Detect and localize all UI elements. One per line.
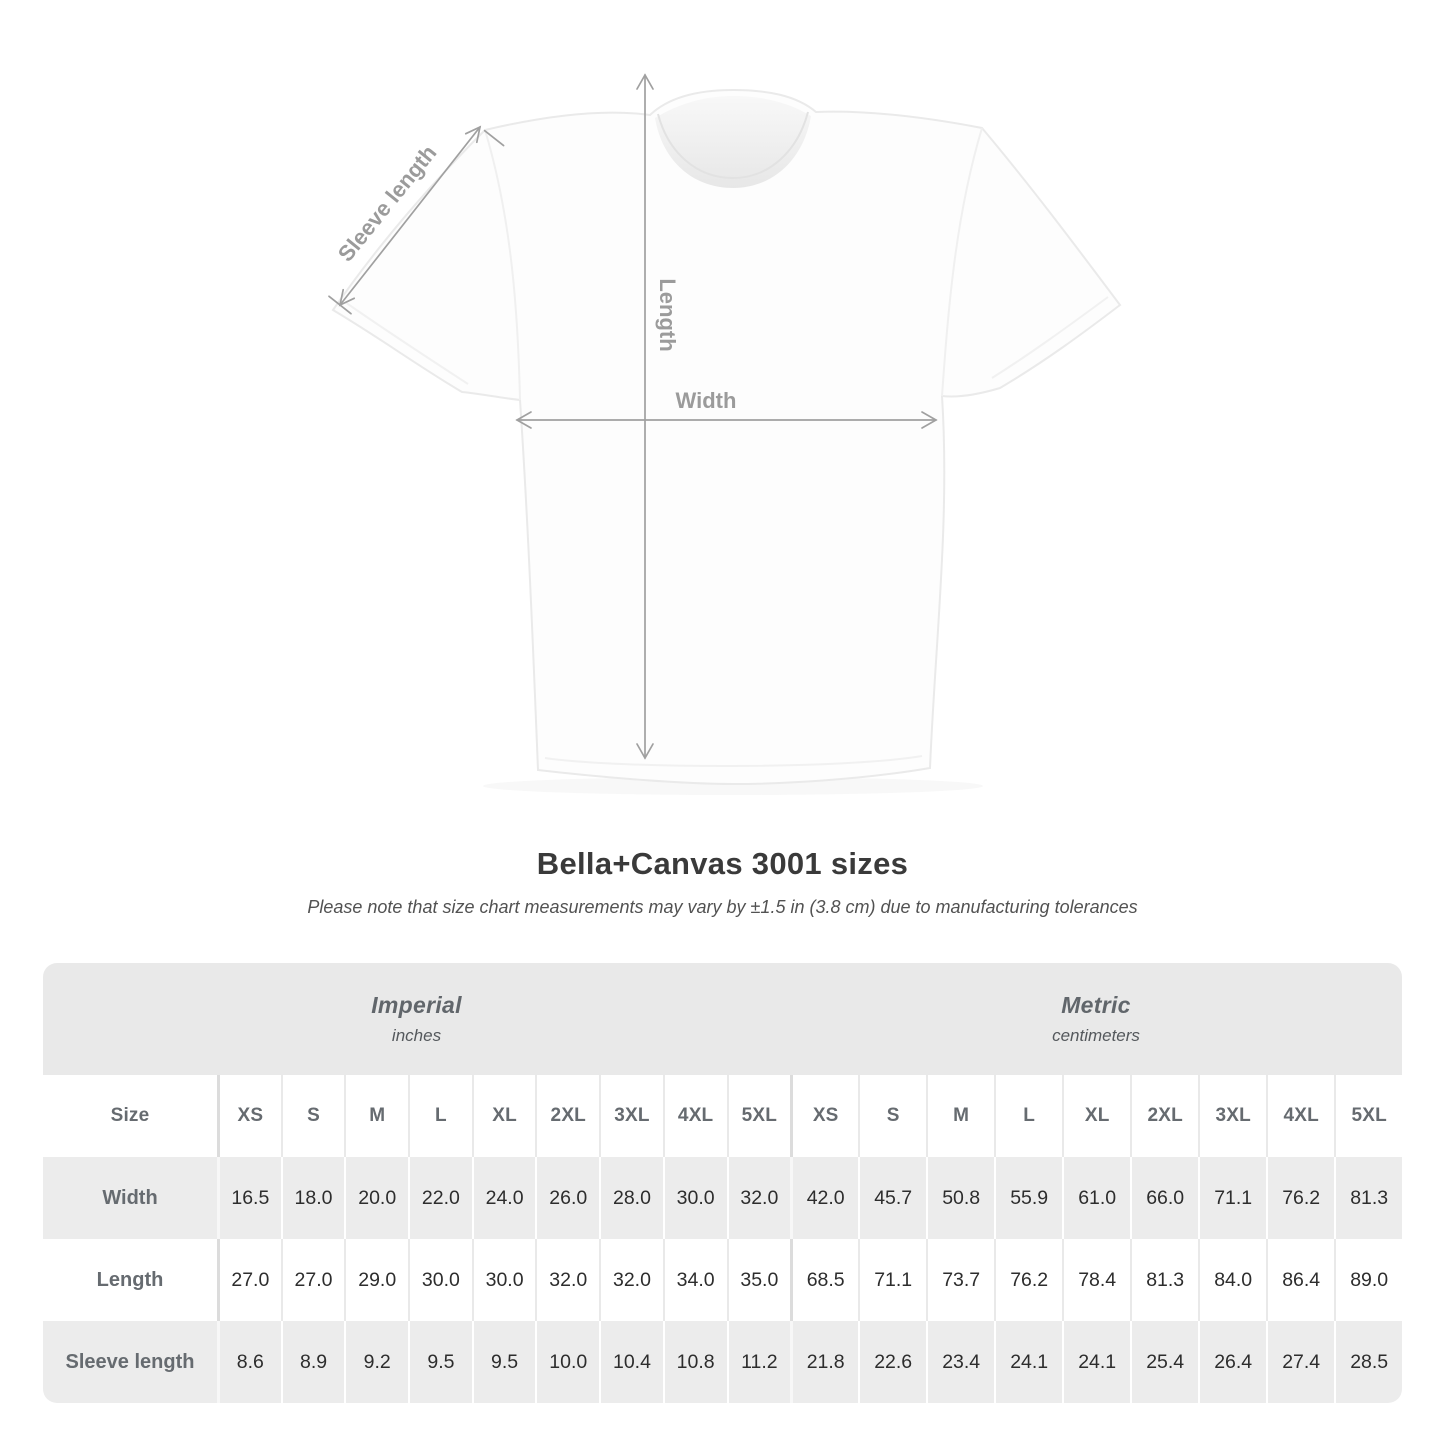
size-header-metric-xl: XL <box>1062 1075 1131 1157</box>
metric-width-value: 45.7 <box>858 1157 927 1239</box>
size-header-imperial-m: M <box>344 1075 409 1157</box>
imperial-length-value: 29.0 <box>344 1239 409 1321</box>
imperial-sleeve-length-value: 11.2 <box>726 1321 791 1403</box>
metric-section-header: Metric centimeters <box>790 963 1402 1075</box>
tshirt-graphic <box>331 88 1122 795</box>
metric-unit: centimeters <box>1052 1026 1140 1045</box>
size-header-imperial-3xl: 3XL <box>599 1075 663 1157</box>
imperial-length-value: 30.0 <box>408 1239 472 1321</box>
imperial-sleeve-length-value: 10.8 <box>662 1321 727 1403</box>
imperial-sleeve-length-value: 9.5 <box>471 1321 536 1403</box>
imperial-width-value: 24.0 <box>471 1157 536 1239</box>
metric-width-value: 50.8 <box>926 1157 995 1239</box>
metric-sleeve-length-value: 26.4 <box>1198 1321 1267 1403</box>
metric-length-value: 86.4 <box>1266 1239 1335 1321</box>
imperial-sleeve-length-value: 9.5 <box>408 1321 472 1403</box>
metric-length-value: 76.2 <box>994 1239 1063 1321</box>
metric-sleeve-length-value: 22.6 <box>858 1321 927 1403</box>
metric-label: Metric <box>1061 992 1131 1018</box>
imperial-label: Imperial <box>371 992 462 1018</box>
metric-length-value: 81.3 <box>1130 1239 1199 1321</box>
imperial-width-value: 20.0 <box>344 1157 409 1239</box>
metric-length-value: 71.1 <box>858 1239 927 1321</box>
imperial-width-value: 16.5 <box>217 1157 281 1239</box>
size-header-imperial-4xl: 4XL <box>662 1075 727 1157</box>
imperial-sleeve-length-value: 10.0 <box>535 1321 600 1403</box>
width-label: Width <box>676 388 737 413</box>
tolerance-note: Please note that size chart measurements… <box>307 897 1138 917</box>
width-arrow <box>515 411 938 429</box>
size-table: Imperial inches Metric centimeters Size X… <box>43 963 1402 1403</box>
metric-sleeve-length-value: 28.5 <box>1334 1321 1402 1403</box>
size-header-imperial-l: L <box>408 1075 472 1157</box>
metric-sleeve-length-value: 24.1 <box>994 1321 1063 1403</box>
imperial-length-value: 27.0 <box>217 1239 281 1321</box>
size-header-metric-2xl: 2XL <box>1130 1075 1199 1157</box>
tshirt-measurement-diagram: Sleeve length Length Width <box>300 60 1140 800</box>
size-header-metric-s: S <box>858 1075 927 1157</box>
units-header-band: Imperial inches Metric centimeters <box>43 963 1402 1075</box>
size-header-imperial-xl: XL <box>471 1075 536 1157</box>
metric-length-value: 68.5 <box>790 1239 859 1321</box>
metric-width-value: 71.1 <box>1198 1157 1267 1239</box>
imperial-sleeve-length-value: 10.4 <box>599 1321 663 1403</box>
metric-width-value: 81.3 <box>1334 1157 1402 1239</box>
size-header-metric-xs: XS <box>790 1075 859 1157</box>
metric-sleeve-length-value: 25.4 <box>1130 1321 1199 1403</box>
metric-sleeve-length-value: 21.8 <box>790 1321 859 1403</box>
size-header-imperial-s: S <box>280 1075 345 1157</box>
metric-sleeve-length-value: 27.4 <box>1266 1321 1335 1403</box>
length-arrow <box>636 73 654 760</box>
imperial-sleeve-length-value: 8.6 <box>217 1321 281 1403</box>
imperial-width-value: 22.0 <box>408 1157 472 1239</box>
imperial-length-value: 30.0 <box>471 1239 536 1321</box>
metric-width-value: 66.0 <box>1130 1157 1199 1239</box>
size-header-metric-5xl: 5XL <box>1334 1075 1402 1157</box>
imperial-width-value: 32.0 <box>726 1157 791 1239</box>
size-header-metric-3xl: 3XL <box>1198 1075 1267 1157</box>
size-header-imperial-xs: XS <box>217 1075 281 1157</box>
imperial-length-value: 27.0 <box>280 1239 345 1321</box>
row-label-length: Length <box>43 1239 217 1321</box>
metric-width-value: 76.2 <box>1266 1157 1335 1239</box>
size-grid: Size XS S M L XL 2XL 3XL 4XL 5XL XS S M L XL 2XL 3XL 4XL 5… <box>43 1075 1402 1403</box>
page-title: Bella+Canvas 3001 sizes <box>536 846 909 881</box>
row-label-width: Width <box>43 1157 217 1239</box>
imperial-width-value: 28.0 <box>599 1157 663 1239</box>
size-header-metric-m: M <box>926 1075 995 1157</box>
metric-width-value: 61.0 <box>1062 1157 1131 1239</box>
imperial-width-value: 26.0 <box>535 1157 600 1239</box>
metric-length-value: 84.0 <box>1198 1239 1267 1321</box>
measurement-arrows <box>328 73 938 760</box>
length-label: Length <box>655 278 680 351</box>
metric-width-value: 55.9 <box>994 1157 1063 1239</box>
imperial-length-value: 35.0 <box>726 1239 791 1321</box>
imperial-length-value: 32.0 <box>535 1239 600 1321</box>
imperial-length-value: 32.0 <box>599 1239 663 1321</box>
size-header-metric-l: L <box>994 1075 1063 1157</box>
metric-length-value: 78.4 <box>1062 1239 1131 1321</box>
metric-sleeve-length-value: 23.4 <box>926 1321 995 1403</box>
imperial-sleeve-length-value: 9.2 <box>344 1321 409 1403</box>
imperial-width-value: 18.0 <box>280 1157 345 1239</box>
size-header-imperial-2xl: 2XL <box>535 1075 600 1157</box>
metric-width-value: 42.0 <box>790 1157 859 1239</box>
imperial-width-value: 30.0 <box>662 1157 727 1239</box>
size-header-metric-4xl: 4XL <box>1266 1075 1335 1157</box>
metric-length-value: 73.7 <box>926 1239 995 1321</box>
metric-length-value: 89.0 <box>1334 1239 1402 1321</box>
sleeve-length-arrow <box>328 125 505 315</box>
size-header-imperial-5xl: 5XL <box>726 1075 791 1157</box>
row-label-sleeve-length: Sleeve length <box>43 1321 217 1403</box>
imperial-section-header: Imperial inches <box>43 963 790 1075</box>
metric-sleeve-length-value: 24.1 <box>1062 1321 1131 1403</box>
imperial-length-value: 34.0 <box>662 1239 727 1321</box>
size-column-header: Size <box>43 1075 217 1157</box>
imperial-sleeve-length-value: 8.9 <box>280 1321 345 1403</box>
imperial-unit: inches <box>391 1026 442 1045</box>
